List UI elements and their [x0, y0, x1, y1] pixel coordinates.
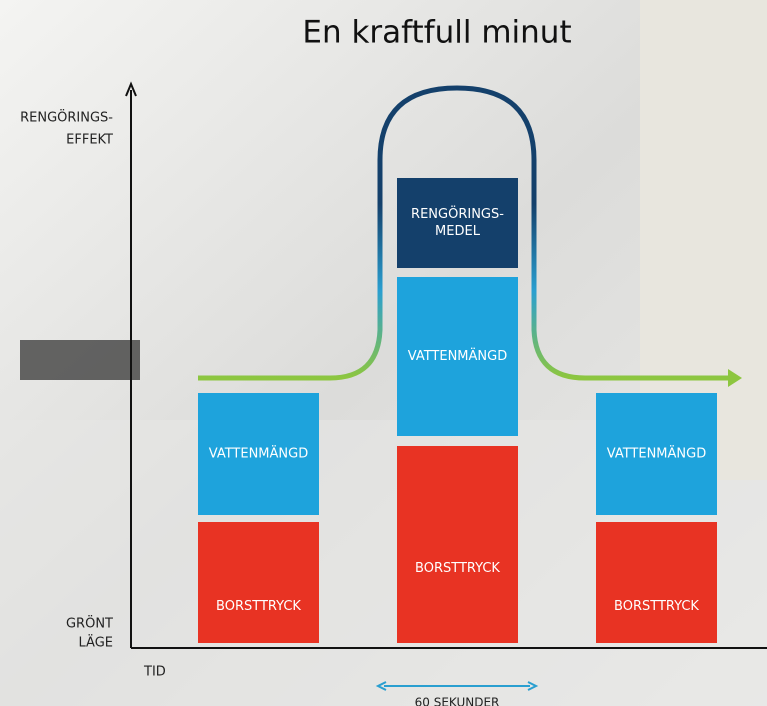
table	[20, 340, 140, 380]
baseline-label: GRÖNT	[66, 615, 113, 632]
block-label: MEDEL	[435, 224, 481, 239]
block	[198, 522, 319, 643]
block-label: RENGÖRINGS-	[411, 205, 504, 222]
block-label: VATTENMÄNGD	[607, 446, 706, 462]
block-label: BORSTTRYCK	[614, 599, 699, 614]
block	[397, 446, 518, 643]
duration-label: 60 SEKUNDER	[415, 696, 500, 706]
block-label: VATTENMÄNGD	[209, 446, 308, 462]
y-axis-label: RENGÖRINGS-	[20, 109, 113, 126]
y-axis-label: EFFEKT	[66, 133, 113, 148]
infographic: En kraftfull minut RENGÖRINGS- EFFEKT GR…	[0, 0, 767, 706]
x-axis-label: TID	[143, 665, 166, 680]
baseline-label: LÄGE	[79, 635, 114, 651]
block	[397, 178, 518, 268]
block-label: BORSTTRYCK	[415, 561, 500, 576]
title: En kraftfull minut	[302, 15, 571, 51]
block-label: BORSTTRYCK	[216, 599, 301, 614]
block-label: VATTENMÄNGD	[408, 348, 507, 364]
block	[596, 522, 717, 643]
